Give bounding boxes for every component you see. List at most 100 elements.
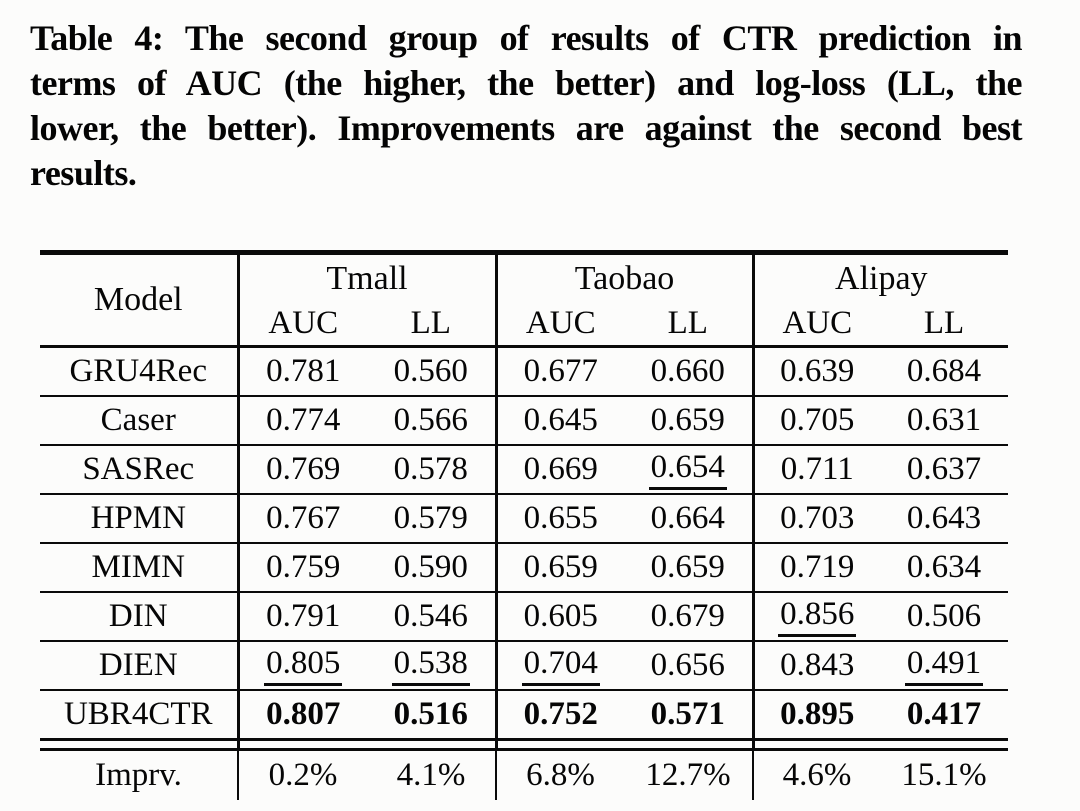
cell-value: 0.805 [264, 646, 343, 686]
value-cell: 0.516 [367, 690, 498, 741]
table-row-ubr4ctr: UBR4CTR 0.807 0.516 0.752 0.571 0.895 0.… [40, 690, 1009, 741]
table-row-caser: Caser 0.774 0.566 0.645 0.659 0.705 0.63… [40, 396, 1009, 446]
cell-value: 0.669 [523, 451, 598, 487]
cell-value: 0.560 [393, 353, 468, 389]
value-cell: 0.571 [624, 690, 755, 741]
cell-value: 0.566 [393, 402, 468, 438]
cell-value: 0.664 [650, 500, 725, 536]
value-cell: 0.669 [496, 445, 625, 495]
value-cell: 0.774 [238, 396, 367, 446]
value-cell: 0.578 [367, 445, 498, 495]
value-cell: 0.639 [753, 346, 881, 397]
value-cell: 0.664 [624, 494, 755, 544]
cell-value: 0.660 [650, 353, 725, 389]
cell-value: 0.579 [393, 500, 468, 536]
value-cell: 0.660 [624, 346, 755, 397]
cell-value: 0.759 [266, 549, 341, 585]
cell-value: 0.769 [266, 451, 341, 487]
cell-value: 0.654 [648, 450, 727, 490]
double-rule-spacer [40, 739, 1009, 751]
value-cell: 12.7% [624, 749, 755, 800]
cell-value: 0.417 [906, 696, 982, 732]
model-name-cell: Imprv. [40, 749, 239, 800]
improvement-row: Imprv. 0.2% 4.1% 6.8% 12.7% 4.6% 15.1% [40, 749, 1008, 800]
cell-value: 0.659 [650, 549, 725, 585]
value-cell: 6.8% [526, 757, 595, 793]
cell-value: 0.634 [906, 549, 982, 585]
value-cell: 0.645 [496, 396, 625, 446]
table-row-mimn: MIMN 0.759 0.590 0.659 0.659 0.719 0.634 [40, 543, 1009, 593]
cell-value: 0.677 [523, 353, 598, 389]
value-cell: 0.711 [753, 445, 881, 495]
value-cell: 15.1% [901, 757, 987, 793]
cell-value: 0.767 [266, 500, 341, 536]
value-cell: 0.579 [367, 494, 498, 544]
cell-value: 0.705 [780, 402, 855, 438]
value-cell: 0.807 [238, 690, 367, 741]
header-taobao-ll: LL [624, 302, 755, 348]
cell-value: 0.571 [650, 696, 725, 732]
value-cell: 0.781 [238, 346, 367, 397]
cell-value: 0.645 [523, 402, 598, 438]
value-cell: 0.679 [624, 592, 755, 642]
header-alipay-auc: AUC [753, 302, 881, 348]
cell-value: 0.655 [523, 500, 598, 536]
value-cell: 0.491 [880, 641, 1009, 691]
cell-value: 0.605 [523, 598, 598, 634]
caption-line: Table 4: The second group of results of … [30, 18, 1023, 58]
value-cell: 0.805 [238, 641, 367, 691]
value-cell: 4.1% [367, 749, 498, 800]
value-cell: 0.769 [238, 445, 367, 495]
cell-value: 0.856 [778, 597, 857, 637]
cell-value: 0.578 [393, 451, 468, 487]
value-cell: 0.566 [367, 396, 498, 446]
cell-value: 0.719 [780, 549, 855, 585]
cell-value: 0.590 [393, 549, 468, 585]
value-cell: 0.704 [496, 641, 625, 691]
value-cell: 0.767 [238, 494, 367, 544]
cell-value: 0.546 [393, 598, 468, 634]
group-header-row: Model Tmall Taobao Alipay [40, 252, 1008, 348]
value-cell: 0.631 [880, 396, 1009, 446]
value-cell: 0.656 [624, 641, 755, 691]
cell-value: 0.656 [650, 647, 725, 683]
cell-value: 0.704 [521, 646, 600, 686]
cell-value: 0.516 [393, 696, 468, 732]
group-header-taobao: Taobao [496, 252, 755, 302]
header-tmall-ll: LL [367, 302, 498, 348]
cell-value: 0.703 [780, 500, 855, 536]
value-cell: 0.655 [496, 494, 625, 544]
cell-value: 0.639 [780, 353, 855, 389]
value-cell: 0.895 [753, 690, 881, 741]
model-name-cell: HPMN [40, 494, 240, 544]
caption-line: terms of AUC (the higher, the better) an… [30, 63, 1023, 103]
table-row-gru4rec: GRU4Rec 0.781 0.560 0.677 0.660 0.639 0.… [40, 346, 1009, 397]
model-name-cell: DIEN [40, 641, 240, 691]
value-cell: 0.634 [880, 543, 1009, 593]
model-name-cell: SASRec [40, 445, 240, 495]
value-cell: 0.752 [496, 690, 625, 741]
model-name-cell: MIMN [40, 543, 240, 593]
cell-value: 0.752 [523, 696, 598, 732]
cell-value: 0.711 [780, 451, 854, 487]
cell-value: 0.791 [266, 598, 341, 634]
model-name-cell: DIN [40, 592, 240, 642]
table-row-hpmn: HPMN 0.767 0.579 0.655 0.664 0.703 0.643 [40, 494, 1009, 544]
group-header-tmall: Tmall [238, 252, 498, 302]
caption-line: results. [30, 153, 137, 193]
cell-value: 0.684 [906, 353, 982, 389]
value-cell: 0.506 [880, 592, 1009, 642]
cell-value: 0.643 [906, 500, 982, 536]
value-cell: 0.643 [880, 494, 1009, 544]
header-taobao-auc: AUC [496, 302, 625, 348]
value-cell: 0.605 [496, 592, 625, 642]
value-cell: 0.546 [367, 592, 498, 642]
value-cell: 0.684 [880, 346, 1009, 397]
group-header-alipay: Alipay [835, 259, 928, 297]
value-cell: 0.705 [753, 396, 881, 446]
value-cell: 0.759 [238, 543, 367, 593]
cell-value: 0.491 [904, 646, 984, 686]
cell-value: 0.781 [266, 353, 341, 389]
model-name-cell: UBR4CTR [40, 690, 240, 741]
